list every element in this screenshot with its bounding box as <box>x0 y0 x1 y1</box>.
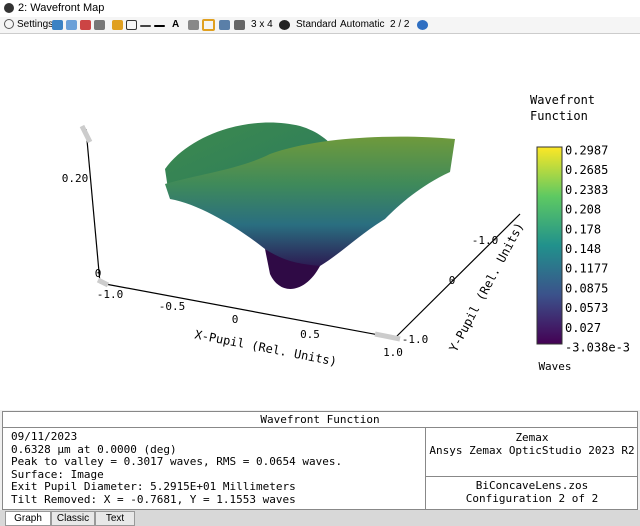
pencil-button[interactable] <box>112 20 123 30</box>
z-tick-label: 0.20 <box>62 172 89 185</box>
info-line: 09/11/2023 <box>11 430 78 443</box>
tab[interactable]: Graph <box>5 511 51 526</box>
lock-button[interactable] <box>188 20 199 30</box>
colorbar <box>536 146 563 345</box>
colorbar-label: 0.027 <box>565 321 601 335</box>
scale-dropdown[interactable]: Automatic <box>340 19 385 30</box>
rect-button[interactable] <box>126 20 137 30</box>
title-bar: 2: Wavefront Map <box>0 0 640 18</box>
wavefront-plot: 0.20 0 -1.0 -0.5 0 0.5 1.0 X-Pupil (Rel.… <box>62 122 630 373</box>
arrow-button[interactable] <box>140 25 151 27</box>
tab[interactable]: Text <box>95 511 135 526</box>
settings-icon[interactable] <box>4 19 14 29</box>
tab[interactable]: Classic <box>51 511 95 526</box>
help-button[interactable] <box>417 20 428 30</box>
style-dropdown[interactable]: Standard <box>296 19 337 30</box>
tab-bar: Graph Classic Text <box>0 510 640 526</box>
x-tick-label: -0.5 <box>159 300 186 313</box>
product: Ansys Zemax OpticStudio 2023 R2 <box>429 443 635 457</box>
colorbar-title: Wavefront Function <box>530 93 596 123</box>
layout-dropdown[interactable]: 3 x 4 <box>251 19 273 30</box>
y-tick-label: -1.0 <box>472 234 499 247</box>
colorbar-unit: Waves <box>538 360 571 373</box>
colorbar-label: 0.0875 <box>565 281 608 295</box>
colorbar-label: 0.2383 <box>565 183 608 197</box>
line-button[interactable] <box>154 25 165 27</box>
y-tick-label: 0 <box>449 274 456 287</box>
file-box: BiConcaveLens.zos Configuration 2 of 2 <box>425 477 638 509</box>
colorbar-label: 0.2685 <box>565 163 608 177</box>
x-tick-label: -1.0 <box>97 288 124 301</box>
x-tick-label: 1.0 <box>383 346 403 359</box>
z-tick-label: 0 <box>95 267 102 280</box>
colorbar-labels: 0.2987 0.2685 0.2383 0.208 0.178 0.148 0.1177 0… <box>565 144 630 355</box>
y-tick-label: -1.0 <box>402 333 429 346</box>
window-button[interactable] <box>219 20 230 30</box>
toolbar: Settings A 3 x 4 Standard Automatic 2 / … <box>0 17 640 34</box>
colorbar-label: 0.2987 <box>565 144 608 158</box>
page-dropdown[interactable]: 2 / 2 <box>390 19 410 30</box>
info-line: 0.6328 µm at 0.0000 (deg) <box>11 442 177 456</box>
company-box: Zemax Ansys Zemax OpticStudio 2023 R2 <box>425 428 638 477</box>
window-title: 2: Wavefront Map <box>18 2 105 14</box>
info-line: Surface: Image <box>11 467 104 481</box>
info-title: Wavefront Function <box>3 412 637 428</box>
info-line: Peak to valley = 0.3017 waves, RMS = 0.0… <box>11 455 343 468</box>
company: Zemax <box>515 431 549 444</box>
surface <box>165 122 455 289</box>
plot-area: 0.20 0 -1.0 -0.5 0 0.5 1.0 X-Pupil (Rel.… <box>0 34 640 410</box>
window-icon <box>4 3 14 13</box>
colorbar-label: 0.148 <box>565 242 601 256</box>
save-button[interactable] <box>80 20 91 30</box>
print-button[interactable] <box>94 20 105 30</box>
colorbar-label: 0.178 <box>565 222 601 236</box>
info-line: Tilt Removed: X = -0.7681, Y = 1.1553 wa… <box>11 492 296 506</box>
axes <box>79 124 521 342</box>
x-tick-label: 0.5 <box>300 328 320 341</box>
colorbar-label: 0.208 <box>565 203 601 217</box>
colorbar-label: 0.1177 <box>565 262 608 276</box>
info-line: Exit Pupil Diameter: 5.2915E+01 Millimet… <box>11 480 296 493</box>
layers-button[interactable] <box>234 20 245 30</box>
text-button[interactable]: A <box>172 19 180 30</box>
settings-button[interactable]: Settings <box>17 19 54 30</box>
file-name: BiConcaveLens.zos <box>475 479 589 492</box>
info-lines: 09/11/2023 0.6328 µm at 0.0000 (deg) Pea… <box>11 430 343 506</box>
info-panel: Wavefront Function 09/11/2023 0.6328 µm … <box>2 411 638 510</box>
colorbar-label: 0.0573 <box>565 301 608 315</box>
x-tick-label: 0 <box>232 313 239 326</box>
configuration: Configuration 2 of 2 <box>465 491 599 505</box>
colorbar-label: -3.038e-3 <box>565 341 630 355</box>
grid-button[interactable] <box>202 19 215 31</box>
copy-button[interactable] <box>66 20 77 30</box>
clock-button[interactable] <box>279 20 290 30</box>
refresh-button[interactable] <box>52 20 63 30</box>
